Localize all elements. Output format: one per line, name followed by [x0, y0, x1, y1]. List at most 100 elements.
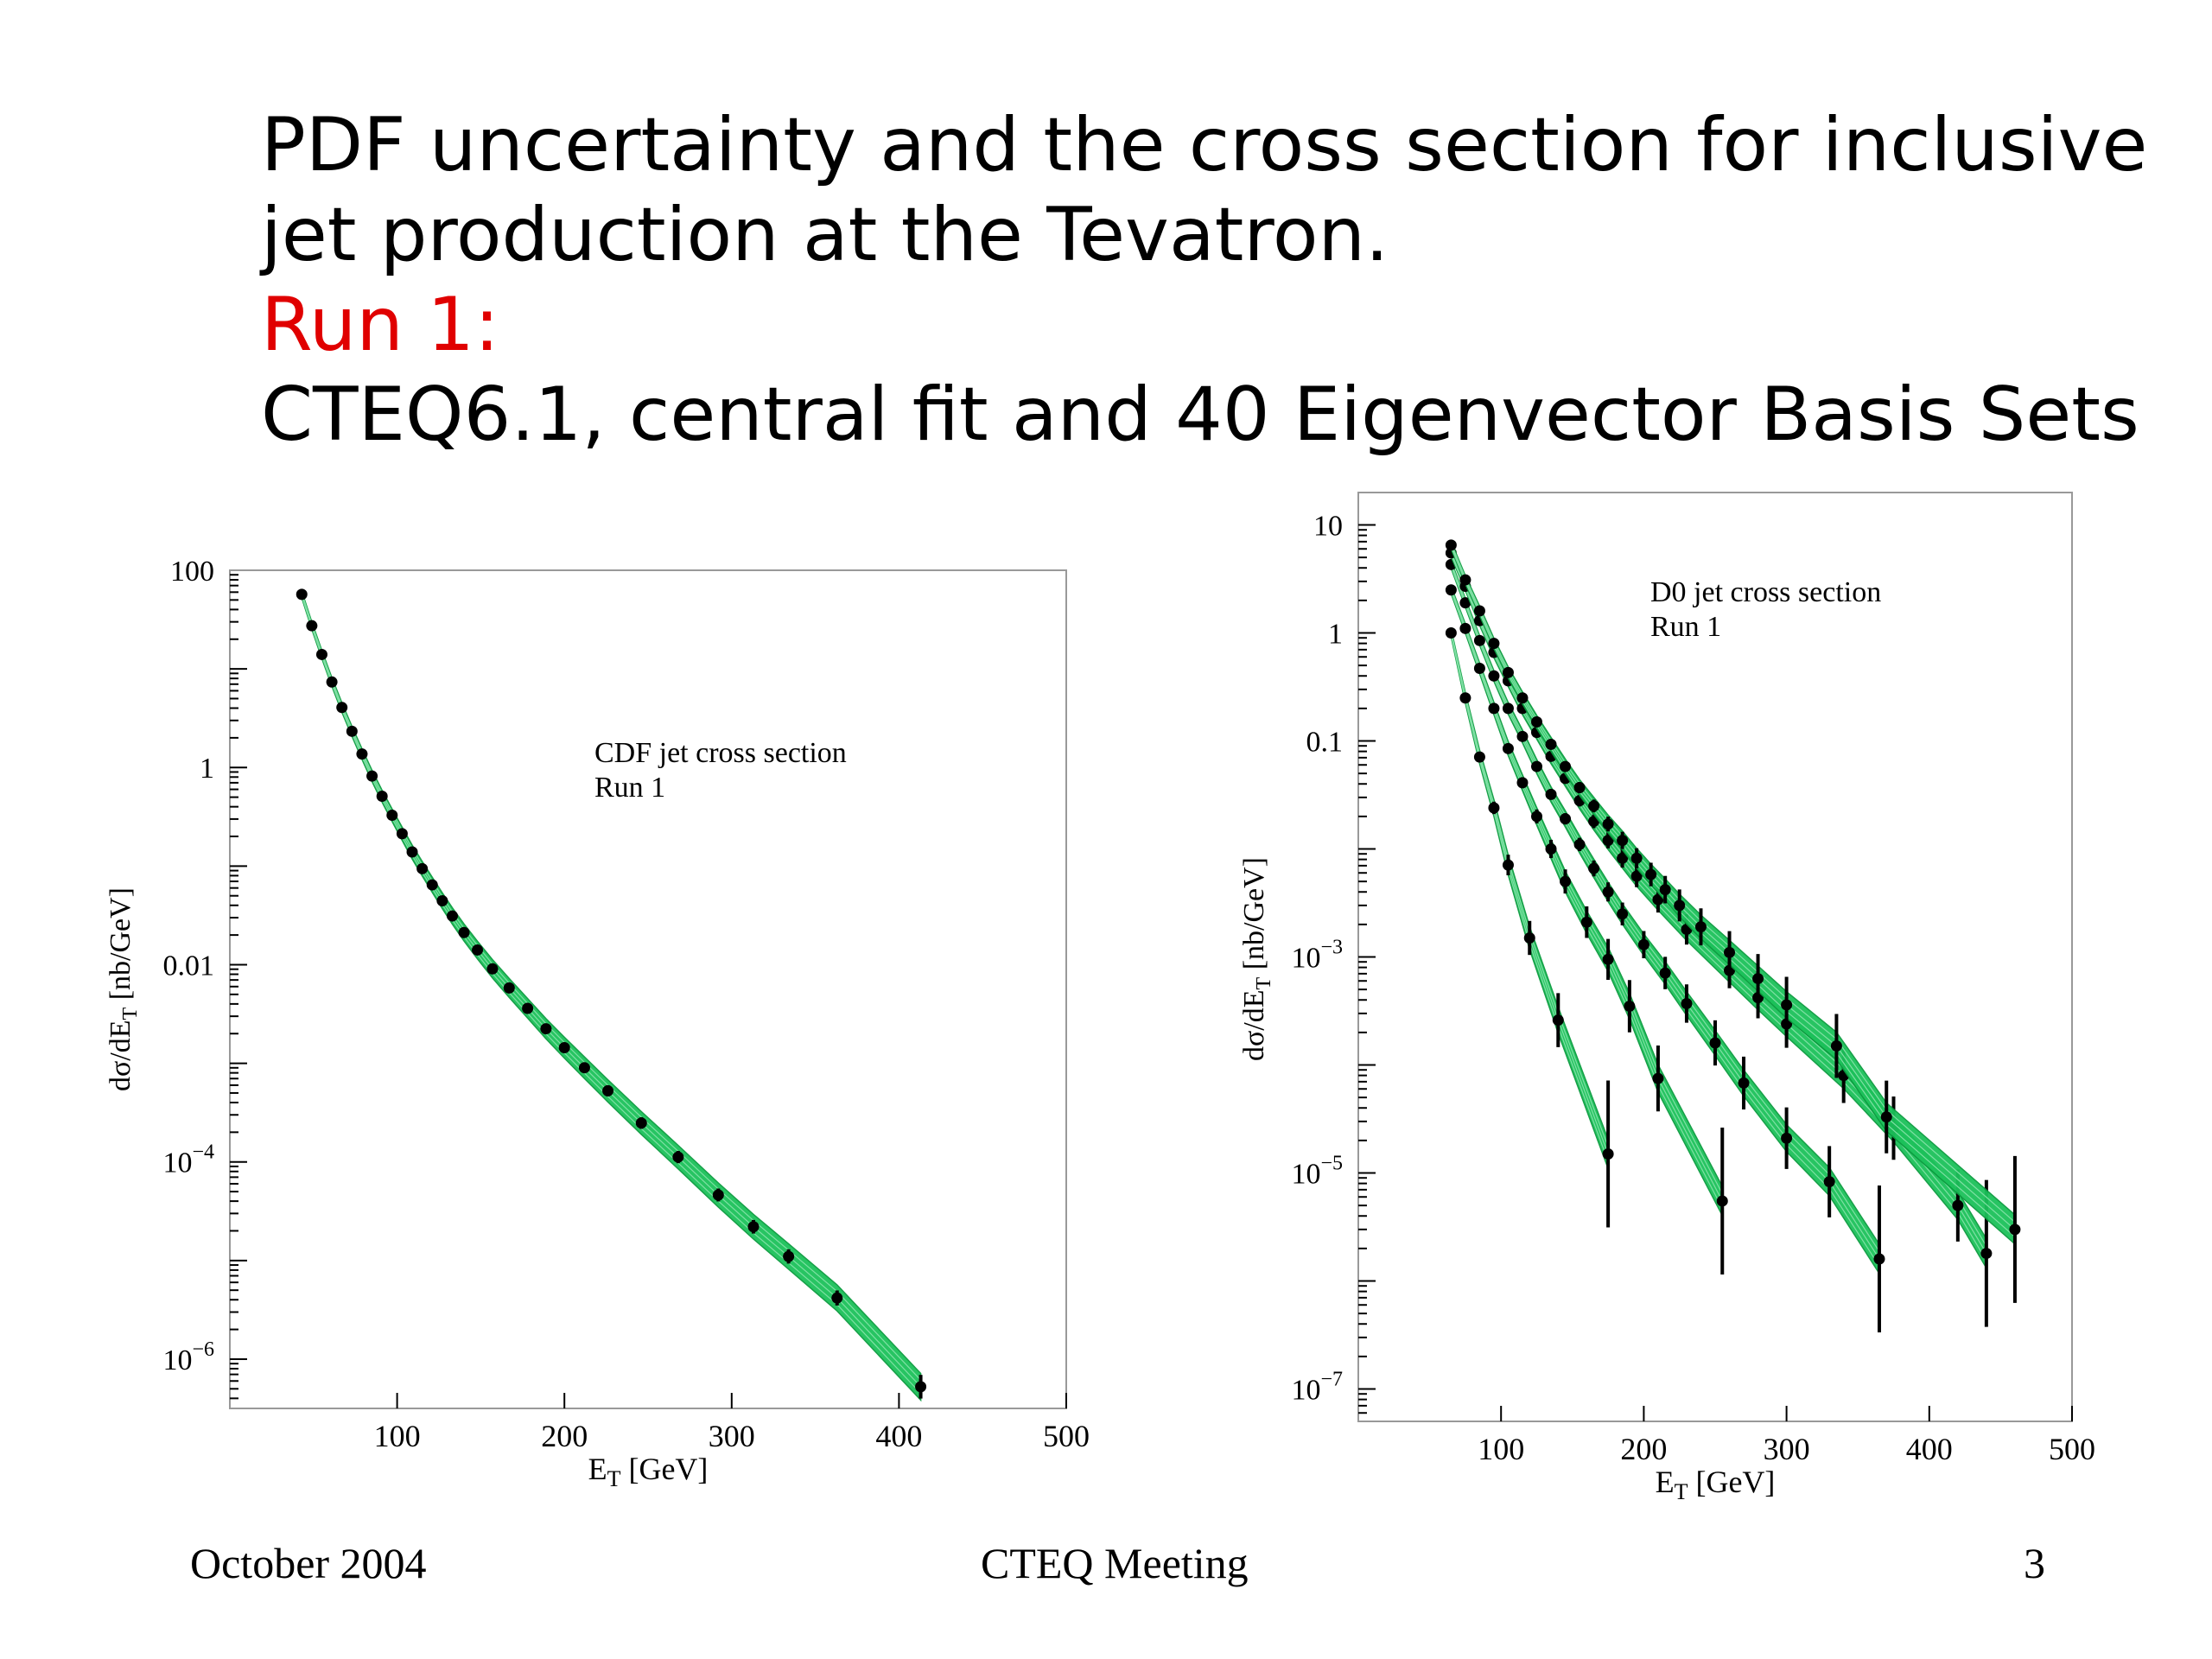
title-line-2: jet production at the Tevatron.	[261, 192, 1389, 278]
data-point	[1645, 868, 1657, 880]
x-tick-label: 100	[1478, 1432, 1524, 1466]
data-point	[1880, 1111, 1892, 1123]
data-point	[1738, 1077, 1750, 1089]
footer-date: October 2004	[190, 1539, 427, 1587]
pdf-uncertainty-band	[301, 590, 922, 1402]
data-point	[1952, 1199, 1964, 1211]
data-point	[1445, 627, 1457, 639]
data-point	[1630, 870, 1643, 882]
data-point	[1630, 852, 1643, 864]
data-point	[522, 1002, 534, 1014]
data-point	[1473, 634, 1485, 646]
data-point	[1473, 662, 1485, 674]
eigenvector-curve	[1450, 631, 1609, 1147]
data-point	[1873, 1253, 1885, 1265]
data-point	[1516, 692, 1529, 704]
y-tick-label: 100	[170, 556, 214, 588]
data-point	[1502, 702, 1514, 715]
data-point	[1459, 597, 1471, 609]
y-tick-label: 10−3	[1291, 937, 1343, 975]
y-tick-label: 1	[1328, 619, 1343, 651]
data-point	[1516, 730, 1529, 742]
data-point	[1716, 1195, 1728, 1207]
y-tick-label: 10−6	[162, 1338, 214, 1376]
data-point	[1617, 835, 1629, 847]
data-point	[376, 791, 388, 803]
eigenvector-curve	[301, 594, 922, 1388]
x-tick-label: 200	[541, 1419, 588, 1453]
data-point	[1617, 908, 1629, 920]
data-point	[306, 620, 318, 632]
x-axis-label: ET [GeV]	[1656, 1465, 1776, 1504]
data-point	[1588, 862, 1600, 874]
data-point	[1560, 813, 1572, 825]
y-tick-label: 10−4	[162, 1141, 214, 1179]
data-point	[1573, 781, 1586, 793]
data-point	[1488, 638, 1500, 650]
eigenvector-curve	[301, 595, 922, 1395]
eigenvector-curve	[1450, 546, 2016, 1237]
data-point	[915, 1381, 927, 1393]
eigenvector-curve	[301, 592, 922, 1381]
data-point	[1602, 818, 1614, 830]
data-point	[503, 982, 515, 994]
data-point	[1652, 1072, 1664, 1084]
pdf-uncertainty-band	[1450, 541, 2016, 1246]
eigenvector-curve	[1450, 632, 1609, 1154]
data-point	[1659, 884, 1671, 896]
eigenvector-curve	[1450, 589, 1723, 1202]
data-point	[472, 944, 484, 956]
data-point	[326, 676, 338, 688]
data-point	[1659, 967, 1671, 979]
data-point	[406, 846, 418, 858]
pdf-uncertainty-band	[1450, 549, 1987, 1271]
eigenvector-curve	[1450, 634, 1609, 1162]
data-point	[783, 1250, 795, 1262]
data-point	[1781, 999, 1793, 1011]
data-point	[578, 1062, 590, 1074]
y-axis-label: dσ/dET [nb/GeV]	[1238, 857, 1275, 1061]
data-point	[1545, 843, 1557, 855]
data-point	[1823, 1176, 1835, 1188]
chart-1: 10 1 0.1 10−3 10−5 10−7 100 200 300 400 500 ET [GeV…	[1238, 492, 2095, 1504]
data-point	[602, 1084, 614, 1096]
data-point	[1473, 605, 1485, 617]
data-point	[1459, 692, 1471, 704]
data-point	[1580, 916, 1592, 928]
data-point	[2009, 1224, 2021, 1236]
data-point	[558, 1042, 570, 1054]
data-point	[747, 1221, 760, 1233]
data-point	[1560, 760, 1572, 772]
data-point	[712, 1189, 724, 1201]
data-point	[446, 910, 458, 922]
data-point	[296, 588, 308, 601]
data-point	[486, 963, 499, 975]
y-tick-label: 10	[1313, 511, 1343, 543]
data-point	[540, 1023, 552, 1035]
footer-meeting: CTEQ Meeting	[981, 1539, 1249, 1587]
data-point	[1602, 835, 1614, 847]
x-tick-label: 100	[374, 1419, 421, 1453]
data-point	[1445, 539, 1457, 551]
data-point	[1552, 1014, 1564, 1027]
y-tick-label: 1	[200, 753, 214, 785]
data-point	[1523, 931, 1535, 944]
y-tick-label: 10−5	[1291, 1153, 1343, 1191]
data-point	[1545, 738, 1557, 750]
data-point	[1652, 893, 1664, 906]
data-point	[1674, 899, 1686, 912]
slide-title: PDF uncertainty and the cross section fo…	[261, 100, 2162, 460]
data-point	[1602, 1147, 1614, 1160]
data-point	[366, 770, 378, 782]
data-point	[1624, 1000, 1636, 1012]
chart-annotation-line-1: D0 jet cross section	[1650, 576, 1881, 608]
data-point	[1573, 838, 1586, 850]
data-point	[1637, 938, 1649, 950]
data-point	[635, 1117, 647, 1129]
x-tick-label: 300	[709, 1419, 755, 1453]
x-axis-label: ET [GeV]	[588, 1452, 709, 1491]
data-point	[1445, 584, 1457, 596]
chart-annotation-line-2: Run 1	[594, 772, 665, 804]
x-tick-label: 500	[1043, 1419, 1090, 1453]
